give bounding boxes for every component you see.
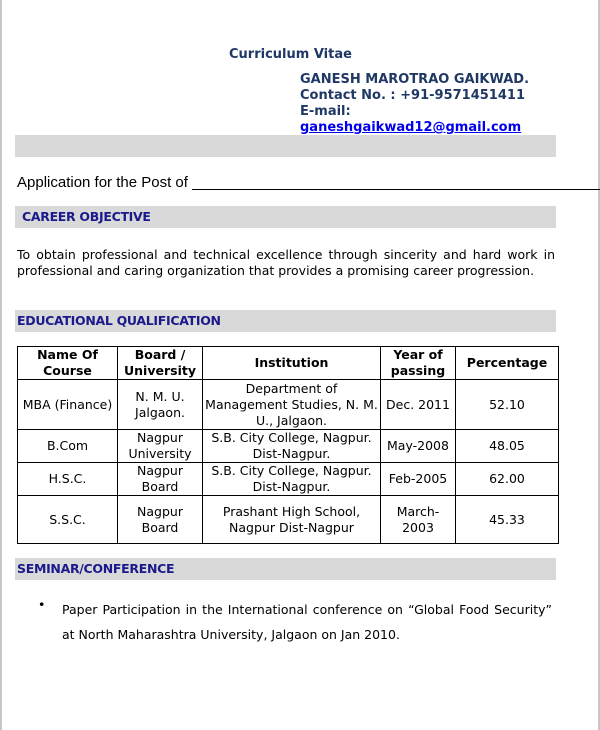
seminar-heading: SEMINAR/CONFERENCE — [17, 561, 175, 576]
board-cell: Nagpur Board — [117, 495, 203, 544]
column-header: Name Of Course — [17, 346, 118, 380]
institution-cell: Prashant High School, Nagpur Dist-Nagpur — [202, 495, 381, 544]
application-post-line — [192, 189, 600, 190]
bullet-icon: • — [38, 597, 46, 612]
candidate-name: GANESH MAROTRAO GAIKWAD. — [300, 72, 530, 87]
education-heading: EDUCATIONAL QUALIFICATION — [17, 313, 221, 328]
percentage-cell: 48.05 — [455, 429, 559, 463]
section-bar — [15, 206, 556, 228]
page-border — [0, 0, 2, 730]
section-bar — [15, 310, 556, 332]
course-cell: B.Com — [17, 429, 118, 463]
course-cell: MBA (Finance) — [17, 379, 118, 430]
year-cell: March-2003 — [380, 495, 456, 544]
column-header: Percentage — [455, 346, 559, 380]
board-cell: Nagpur University — [117, 429, 203, 463]
page-border — [598, 0, 600, 730]
table-row: S.S.C. Nagpur Board Prashant High School… — [17, 495, 559, 544]
column-header: Year of passing — [380, 346, 456, 380]
year-cell: Feb-2005 — [380, 462, 456, 496]
board-cell: N. M. U. Jalgaon. — [117, 379, 203, 430]
table-header-row: Name Of Course Board / University Instit… — [17, 346, 559, 380]
percentage-cell: 62.00 — [455, 462, 559, 496]
column-header: Institution — [202, 346, 381, 380]
table-row: MBA (Finance) N. M. U. Jalgaon. Departme… — [17, 379, 559, 430]
application-label: Application for the Post of — [17, 174, 188, 191]
email-label: E-mail: — [300, 104, 351, 119]
institution-cell: S.B. City College, Nagpur. Dist-Nagpur. — [202, 462, 381, 496]
seminar-item: Paper Participation in the International… — [62, 602, 552, 642]
table-row: H.S.C. Nagpur Board S.B. City College, N… — [17, 462, 559, 496]
table-row: B.Com Nagpur University S.B. City Colleg… — [17, 429, 559, 463]
year-cell: May-2008 — [380, 429, 456, 463]
institution-cell: S.B. City College, Nagpur. Dist-Nagpur. — [202, 429, 381, 463]
column-header: Board / University — [117, 346, 203, 380]
education-table: Name Of Course Board / University Instit… — [17, 346, 559, 544]
board-cell: Nagpur Board — [117, 462, 203, 496]
email-link[interactable]: ganeshgaikwad12@gmail.com — [300, 120, 522, 135]
course-cell: S.S.C. — [17, 495, 118, 544]
header-divider-bar — [15, 135, 556, 157]
cv-title: Curriculum Vitae — [229, 47, 352, 62]
career-objective-heading: CAREER OBJECTIVE — [22, 209, 151, 224]
percentage-cell: 52.10 — [455, 379, 559, 430]
year-cell: Dec. 2011 — [380, 379, 456, 430]
career-objective-text: To obtain professional and technical exc… — [17, 247, 555, 278]
institution-cell: Department of Management Studies, N. M. … — [202, 379, 381, 430]
percentage-cell: 45.33 — [455, 495, 559, 544]
course-cell: H.S.C. — [17, 462, 118, 496]
contact-number: Contact No. : +91-9571451411 — [300, 88, 525, 103]
section-bar — [15, 558, 556, 580]
